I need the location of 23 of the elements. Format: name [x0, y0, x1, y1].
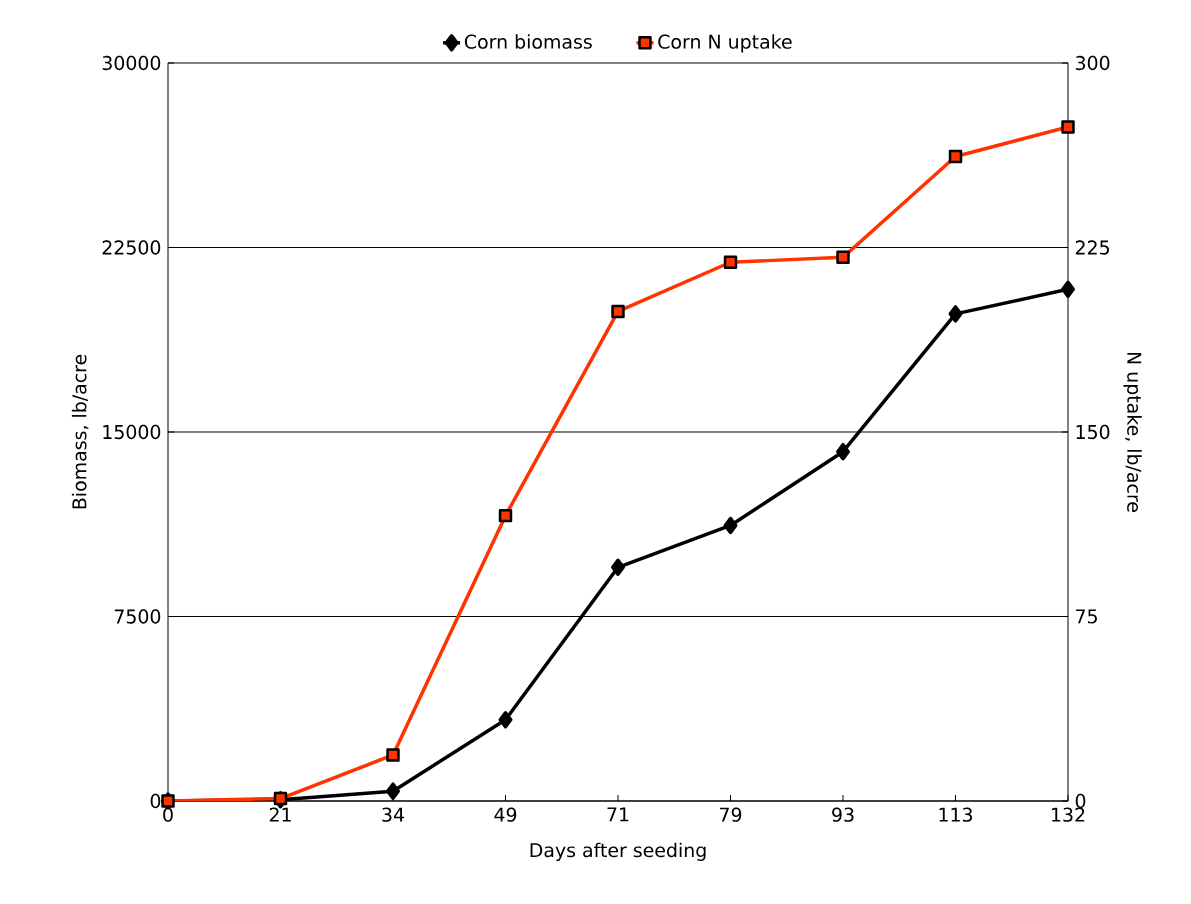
legend-label: Corn biomass	[464, 34, 592, 49]
x-tick-label: 132	[1052, 807, 1085, 822]
x-tick-label: 49	[494, 807, 517, 822]
x-tick-label: 79	[720, 807, 742, 822]
y-tick-label: 0	[150, 793, 161, 809]
y-axis-title: Biomass, lb/acre	[71, 354, 89, 509]
y2-axis-title: N uptake, lb/acre	[1123, 352, 1142, 512]
x-tick-label: 93	[832, 807, 854, 822]
x-tick-label: 21	[269, 807, 291, 822]
y2-tick-label: 150	[1076, 424, 1110, 440]
y2-tick-label: 75	[1076, 609, 1097, 624]
y-tick-label: 15000	[103, 424, 161, 440]
y-tick-label: 30000	[102, 55, 161, 71]
y-tick-label: 7500	[114, 609, 161, 624]
x-tick-label: 34	[382, 807, 404, 822]
y2-tick-label: 225	[1075, 240, 1109, 255]
y-tick-label: 22500	[102, 240, 161, 255]
legend-label: Corn N uptake	[658, 34, 792, 53]
y2-tick-label: 300	[1075, 55, 1110, 71]
x-axis-title: Days after seeding	[530, 842, 706, 861]
y2-tick-label: 0	[1075, 793, 1086, 809]
x-tick-label: 71	[607, 807, 629, 822]
x-tick-label: 113	[939, 807, 973, 822]
